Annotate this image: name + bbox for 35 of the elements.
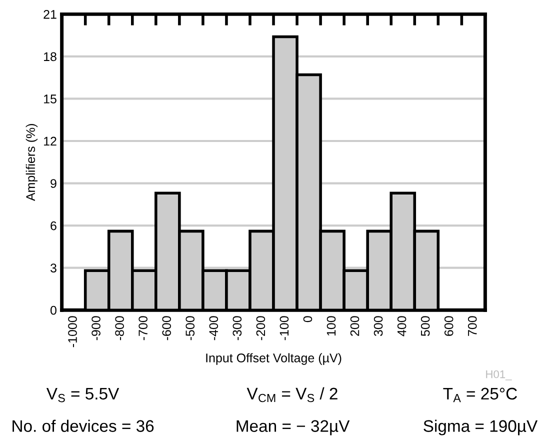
x-tick-label: -800: [115, 316, 124, 340]
x-tick-label: 500: [420, 316, 430, 336]
x-axis-title: Input Offset Voltage (µV): [206, 353, 342, 365]
x-tick-label: -900: [92, 316, 100, 340]
y-tick-label: 9: [50, 179, 56, 188]
x-tick-label: -500: [186, 316, 195, 340]
y-tick-label: 0: [50, 306, 56, 315]
text: Mean = − 32µV: [236, 420, 350, 436]
y-tick-label: 6: [50, 221, 56, 230]
x-tick-label: 0: [303, 316, 312, 322]
text: T$_{A}$ = 25°C: [443, 388, 517, 402]
text: H01_: [486, 370, 512, 380]
text: V$_{S}$ = 5.5V: [46, 388, 120, 402]
y-tick-label: 21: [44, 10, 56, 19]
text: No. of devices = 36: [12, 420, 154, 432]
y-tick-label: 3: [50, 264, 56, 272]
x-tick-label: -600: [162, 316, 172, 340]
x-tick-label: 400: [397, 316, 406, 336]
x-tick-label: 700: [468, 316, 477, 336]
x-tick-label: -200: [256, 316, 266, 340]
x-tick-label: 300: [374, 316, 383, 336]
x-tick-label: -400: [209, 316, 218, 340]
y-tick-label: 12: [44, 136, 56, 146]
x-tick-label: 200: [350, 316, 360, 336]
x-tick-label: -1000: [68, 316, 77, 348]
text: Sigma = 190µV: [424, 420, 538, 436]
text: V$_{CM}$ = V$_{S}$ / 2: [246, 387, 338, 402]
x-tick-label: -100: [280, 316, 289, 340]
y-axis-title: Amplifiers (%): [26, 124, 38, 202]
x-tick-label: 100: [326, 316, 336, 336]
y-tick-label: 15: [44, 94, 56, 104]
y-tick-label: 18: [44, 52, 56, 62]
x-tick-label: 600: [444, 316, 454, 336]
x-tick-label: -300: [232, 316, 242, 340]
x-tick-label: -700: [138, 316, 148, 340]
